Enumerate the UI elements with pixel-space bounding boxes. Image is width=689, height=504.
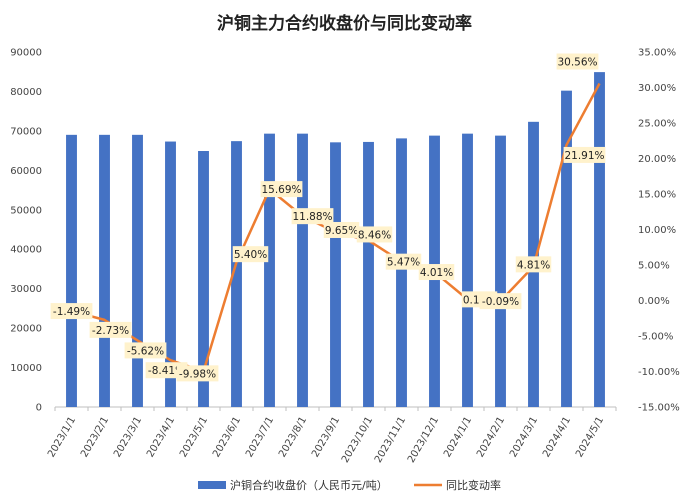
data-label: 4.01% (420, 267, 453, 279)
bar (297, 133, 308, 407)
data-label-bg (260, 181, 303, 198)
data-label: -0.09% (482, 296, 519, 308)
bar (99, 134, 110, 408)
y-right-tick-label: 30.00% (638, 83, 676, 94)
bar (165, 141, 176, 408)
y-left-tick-label: 30000 (10, 284, 42, 295)
y-right-tick-label: 10.00% (638, 225, 676, 236)
x-tick-label: 2023/1/1 (46, 415, 78, 459)
data-label-bg (124, 342, 167, 359)
bar (132, 134, 143, 408)
data-label: -9.98% (179, 368, 216, 380)
y-left-tick-label: 80000 (10, 87, 42, 98)
x-tick-label: 2023/10/1 (340, 415, 375, 465)
data-label: 5.40% (234, 249, 267, 261)
x-tick-label: 2023/8/1 (277, 415, 309, 459)
x-tick-label: 2023/6/1 (211, 415, 243, 459)
y-left-tick-label: 70000 (10, 126, 42, 137)
data-label: 9.65% (325, 225, 358, 237)
chart-title: 沪铜主力合约收盘价与同比变动率 (217, 13, 472, 34)
bar (594, 72, 605, 407)
data-label-bg (385, 253, 422, 270)
bar (462, 133, 473, 407)
data-label: -1.49% (53, 306, 90, 318)
y-right-tick-label: 15.00% (638, 190, 676, 201)
bar (231, 141, 242, 407)
y-right-tick-label: -10.00% (638, 367, 680, 378)
data-label-bg (556, 53, 599, 70)
data-label: 4.81% (517, 259, 550, 271)
data-label-bg (176, 365, 219, 382)
y-right-tick-label: 0.00% (638, 296, 670, 307)
x-tick-label: 2023/2/1 (79, 415, 111, 459)
data-label-bg (89, 321, 132, 338)
y-right-tick-label: 25.00% (638, 119, 676, 130)
x-tick-label: 2024/3/1 (508, 415, 540, 459)
data-label: 8.46% (358, 229, 391, 241)
bar (363, 141, 374, 407)
bar (561, 90, 572, 408)
data-label-bg (291, 208, 334, 225)
x-tick-label: 2024/4/1 (541, 415, 573, 459)
y-right-tick-label: 20.00% (638, 154, 676, 165)
data-label-bg (418, 264, 455, 281)
data-label: -5.62% (127, 345, 164, 357)
data-label: 15.69% (261, 184, 301, 196)
data-label-bg (479, 293, 522, 310)
bar (264, 133, 275, 407)
y-left-tick-label: 60000 (10, 166, 42, 177)
data-label: 5.47% (387, 257, 420, 269)
y-left-tick-label: 0 (36, 403, 42, 414)
y-right-tick-label: 35.00% (638, 48, 676, 59)
data-label-bg (563, 146, 606, 163)
y-left-tick-label: 40000 (10, 245, 42, 256)
data-label-bg (50, 303, 93, 320)
data-label: -2.73% (92, 325, 129, 337)
data-label-bg (232, 246, 269, 263)
data-label: 21.91% (564, 150, 604, 162)
x-tick-label: 2023/11/1 (373, 415, 408, 465)
x-tick-label: 2023/9/1 (310, 415, 342, 459)
bar (330, 142, 341, 408)
x-tick-label: 2023/3/1 (112, 415, 144, 459)
data-label-bg (515, 256, 552, 273)
data-label-bg (323, 221, 360, 238)
y-left-tick-label: 50000 (10, 205, 42, 216)
bar (66, 134, 77, 408)
data-label: 30.56% (557, 57, 597, 69)
bar (495, 135, 506, 407)
y-right-tick-label: -5.00% (638, 332, 673, 343)
x-tick-label: 2023/7/1 (244, 415, 276, 459)
y-right-tick-label: 5.00% (638, 261, 670, 272)
bar (198, 151, 209, 407)
x-tick-label: 2023/4/1 (145, 415, 177, 459)
legend-bar-swatch (198, 481, 226, 489)
x-tick-label: 2024/5/1 (574, 415, 606, 459)
x-tick-label: 2023/12/1 (406, 415, 441, 465)
legend-line-label: 同比变动率 (446, 478, 501, 492)
y-left-tick-label: 10000 (10, 363, 42, 374)
y-left-tick-label: 20000 (10, 324, 42, 335)
legend-bar-label: 沪铜合约收盘价（人民币元/吨） (230, 478, 388, 492)
y-left-tick-label: 90000 (10, 48, 42, 59)
data-label: 11.88% (292, 211, 332, 223)
x-tick-label: 2023/5/1 (178, 415, 210, 459)
bar (396, 138, 407, 407)
data-label-bg (356, 226, 393, 243)
y-right-tick-label: -15.00% (638, 403, 680, 414)
x-tick-label: 2024/1/1 (442, 415, 474, 459)
x-tick-label: 2024/2/1 (475, 415, 507, 459)
data-label: -8.41% (148, 365, 185, 377)
